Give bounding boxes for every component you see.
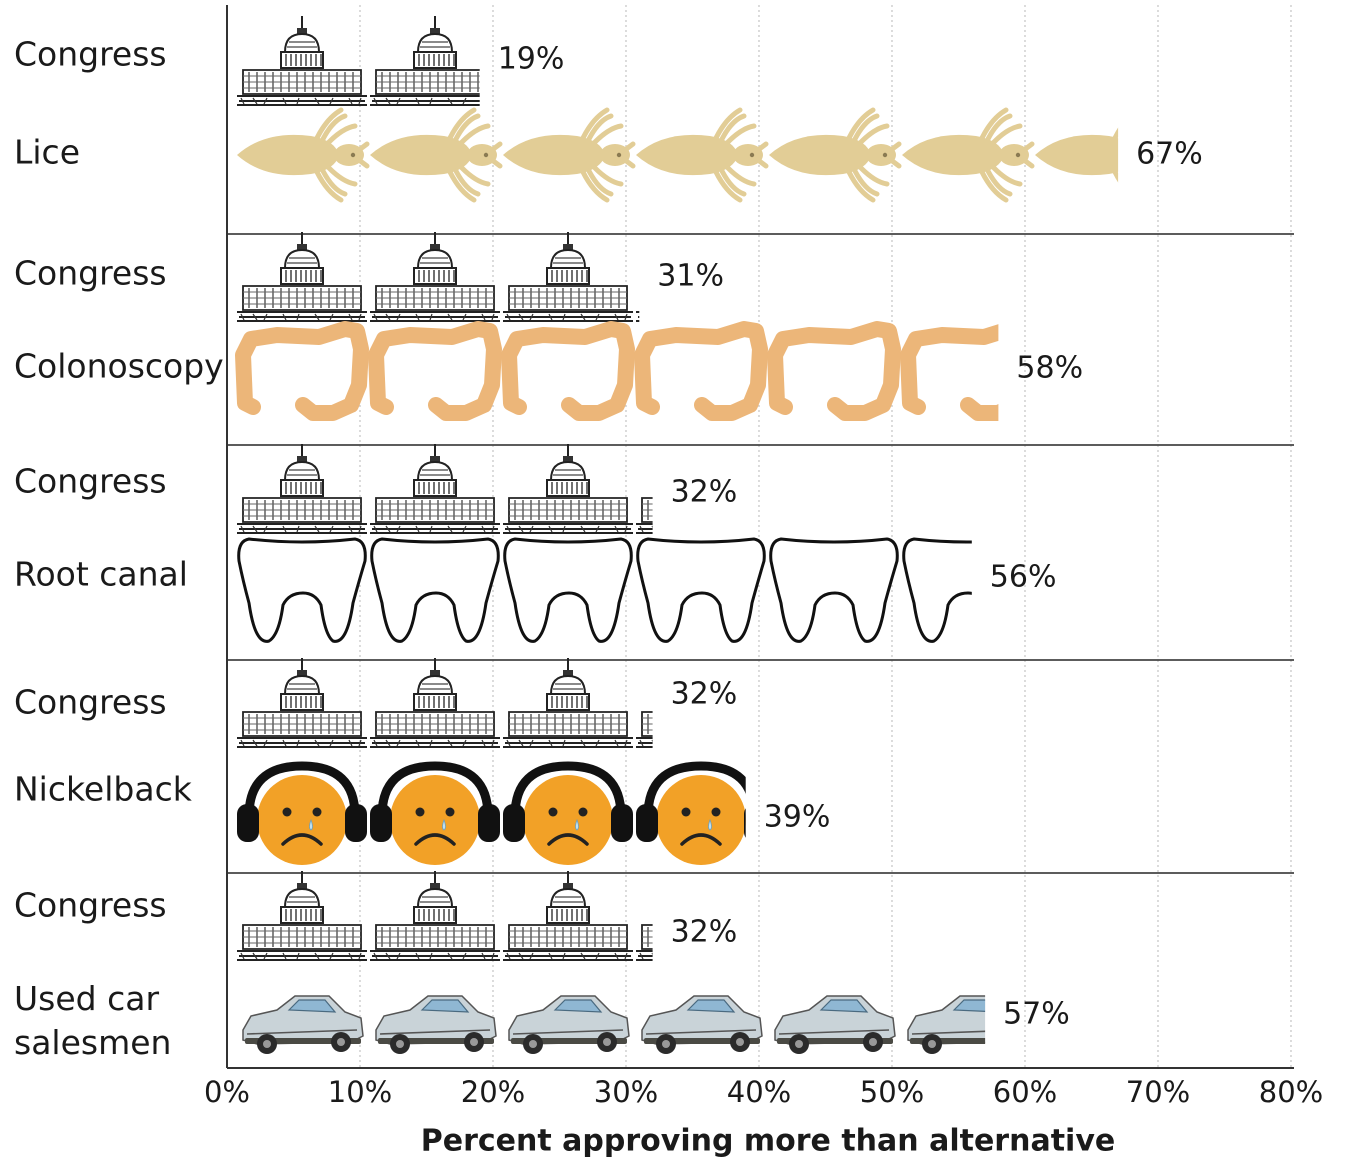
sad-face-headphones-icon bbox=[370, 766, 500, 865]
value-label: 31% bbox=[657, 259, 724, 294]
colon-icon bbox=[376, 329, 494, 413]
x-tick-label: 80% bbox=[1259, 1075, 1323, 1109]
tooth-icon bbox=[638, 539, 765, 641]
value-label: 39% bbox=[764, 800, 831, 835]
pictogram-bar bbox=[237, 110, 1165, 200]
car-icon bbox=[376, 996, 496, 1054]
colon-icon bbox=[243, 329, 361, 413]
x-tick-label: 70% bbox=[1126, 1075, 1190, 1109]
louse-icon bbox=[902, 110, 1032, 200]
value-label: 56% bbox=[990, 560, 1057, 595]
x-tick-label: 20% bbox=[461, 1075, 525, 1109]
capitol-icon bbox=[237, 232, 367, 321]
capitol-icon bbox=[370, 871, 500, 960]
tooth-icon bbox=[372, 539, 499, 641]
louse-icon bbox=[237, 110, 367, 200]
capitol-icon bbox=[503, 658, 633, 747]
value-label: 32% bbox=[671, 475, 738, 510]
pictogram-bar bbox=[243, 329, 1026, 413]
value-label: 58% bbox=[1016, 351, 1083, 386]
category-label: Nickelback bbox=[14, 770, 193, 809]
colon-icon bbox=[775, 329, 893, 413]
value-label: 32% bbox=[671, 915, 738, 950]
x-axis-title: Percent approving more than alternative bbox=[421, 1124, 1115, 1159]
louse-icon bbox=[503, 110, 633, 200]
category-label: Congress bbox=[14, 254, 167, 293]
capitol-icon bbox=[237, 444, 367, 533]
category-label: Congress bbox=[14, 462, 167, 501]
pictogram-bar bbox=[237, 766, 766, 865]
x-tick-label: 40% bbox=[727, 1075, 791, 1109]
car-icon bbox=[642, 996, 762, 1054]
colon-icon bbox=[908, 329, 1026, 413]
x-tick-label: 60% bbox=[993, 1075, 1057, 1109]
category-label: Congress bbox=[14, 886, 167, 925]
category-label: Root canal bbox=[14, 555, 188, 594]
category-label: Used car salesmen bbox=[14, 979, 171, 1062]
capitol-icon bbox=[237, 658, 367, 747]
tooth-icon bbox=[239, 539, 366, 641]
x-tick-label: 10% bbox=[328, 1075, 392, 1109]
car-icon bbox=[775, 996, 895, 1054]
tooth-icon bbox=[771, 539, 898, 641]
capitol-icon bbox=[503, 871, 633, 960]
capitol-icon bbox=[370, 444, 500, 533]
x-tick-label: 0% bbox=[204, 1075, 250, 1109]
louse-icon bbox=[370, 110, 500, 200]
x-tick-label: 50% bbox=[860, 1075, 924, 1109]
value-label: 32% bbox=[671, 677, 738, 712]
category-label: Congress bbox=[14, 683, 167, 722]
x-tick-label: 30% bbox=[594, 1075, 658, 1109]
sad-face-headphones-icon bbox=[636, 766, 766, 865]
capitol-icon bbox=[237, 16, 367, 105]
capitol-icon bbox=[370, 232, 500, 321]
car-icon bbox=[509, 996, 629, 1054]
tooth-icon bbox=[505, 539, 632, 641]
capitol-icon bbox=[237, 871, 367, 960]
sad-face-headphones-icon bbox=[237, 766, 367, 865]
capitol-icon bbox=[503, 444, 633, 533]
value-label: 57% bbox=[1003, 997, 1070, 1032]
sad-face-headphones-icon bbox=[503, 766, 633, 865]
colon-icon bbox=[509, 329, 627, 413]
car-icon bbox=[243, 996, 363, 1054]
category-label: Colonoscopy bbox=[14, 347, 224, 386]
louse-icon bbox=[769, 110, 899, 200]
capitol-icon bbox=[370, 658, 500, 747]
colon-icon bbox=[642, 329, 760, 413]
louse-icon bbox=[636, 110, 766, 200]
value-label: 67% bbox=[1136, 137, 1203, 172]
pictogram-bar bbox=[239, 539, 1031, 641]
category-label: Lice bbox=[14, 133, 80, 172]
pictogram-bar bbox=[243, 996, 1028, 1054]
value-label: 19% bbox=[498, 42, 565, 77]
category-label: Congress bbox=[14, 35, 167, 74]
capitol-icon bbox=[503, 232, 633, 321]
capitol-icon bbox=[370, 16, 500, 105]
pictogram-bar bbox=[237, 16, 500, 105]
